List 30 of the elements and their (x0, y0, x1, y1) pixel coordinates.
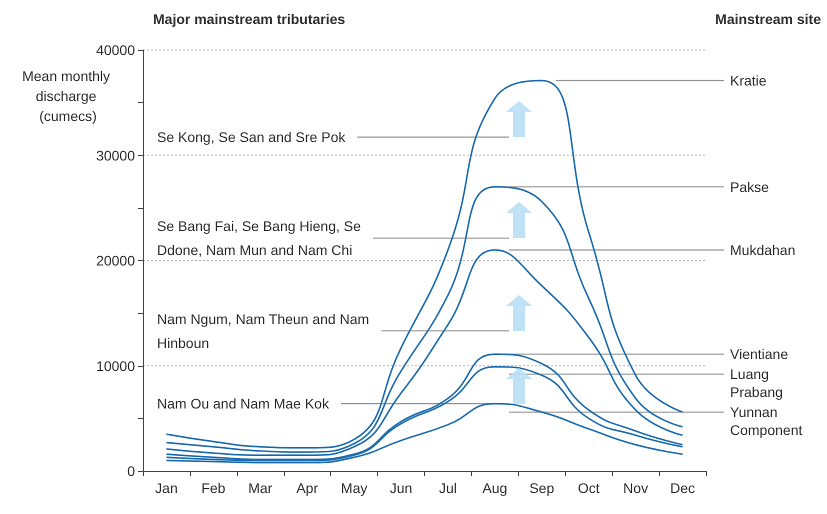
x-tick-label: Jul (439, 480, 457, 496)
text: Pakse (730, 178, 770, 195)
x-tick-label: Dec (670, 480, 695, 496)
y-tick-label: 20000 (96, 252, 136, 268)
text: Vientiane (730, 346, 788, 362)
y-tick-label: 10000 (96, 358, 136, 374)
annotation: Se Kong, Se San and Sre Pok (157, 129, 346, 146)
x-tick-label: May (340, 480, 368, 496)
annotation: Nam Ou and Nam Mae Kok (157, 396, 330, 412)
y-tick-label: 30000 (96, 147, 136, 164)
x-tick-label: Jan (155, 480, 178, 496)
chart-title: Major mainstream tributaries (153, 11, 346, 27)
text: Mukdahan (730, 242, 796, 258)
annotation: Se Bang Fai, Se Bang Hieng, Se Ddone, Nam Mun and Nam Chi (157, 218, 362, 258)
x-tick-label: Sep (529, 480, 554, 496)
x-tick-label: Feb (201, 480, 226, 496)
text: Kratie (730, 72, 767, 89)
text: Luang Prabang (730, 366, 783, 400)
x-tick-label: Mar (248, 480, 273, 496)
y-tick-label: 40000 (96, 42, 136, 58)
text: Yunnan Component (730, 404, 802, 438)
legend-title: Mainstream site (715, 11, 822, 27)
annotation: Nam Ngum, Nam Theun and Nam Hinboun (157, 310, 370, 351)
x-tick-label: Oct (578, 480, 600, 496)
x-tick-label: Apr (296, 480, 318, 496)
x-tick-label: Aug (482, 480, 508, 496)
x-tick-label: Jun (390, 480, 412, 496)
y-tick-label: 0 (127, 463, 136, 479)
y-axis-title: Mean monthly discharge (cumecs) (22, 68, 114, 124)
x-tick-label: Nov (623, 480, 648, 496)
